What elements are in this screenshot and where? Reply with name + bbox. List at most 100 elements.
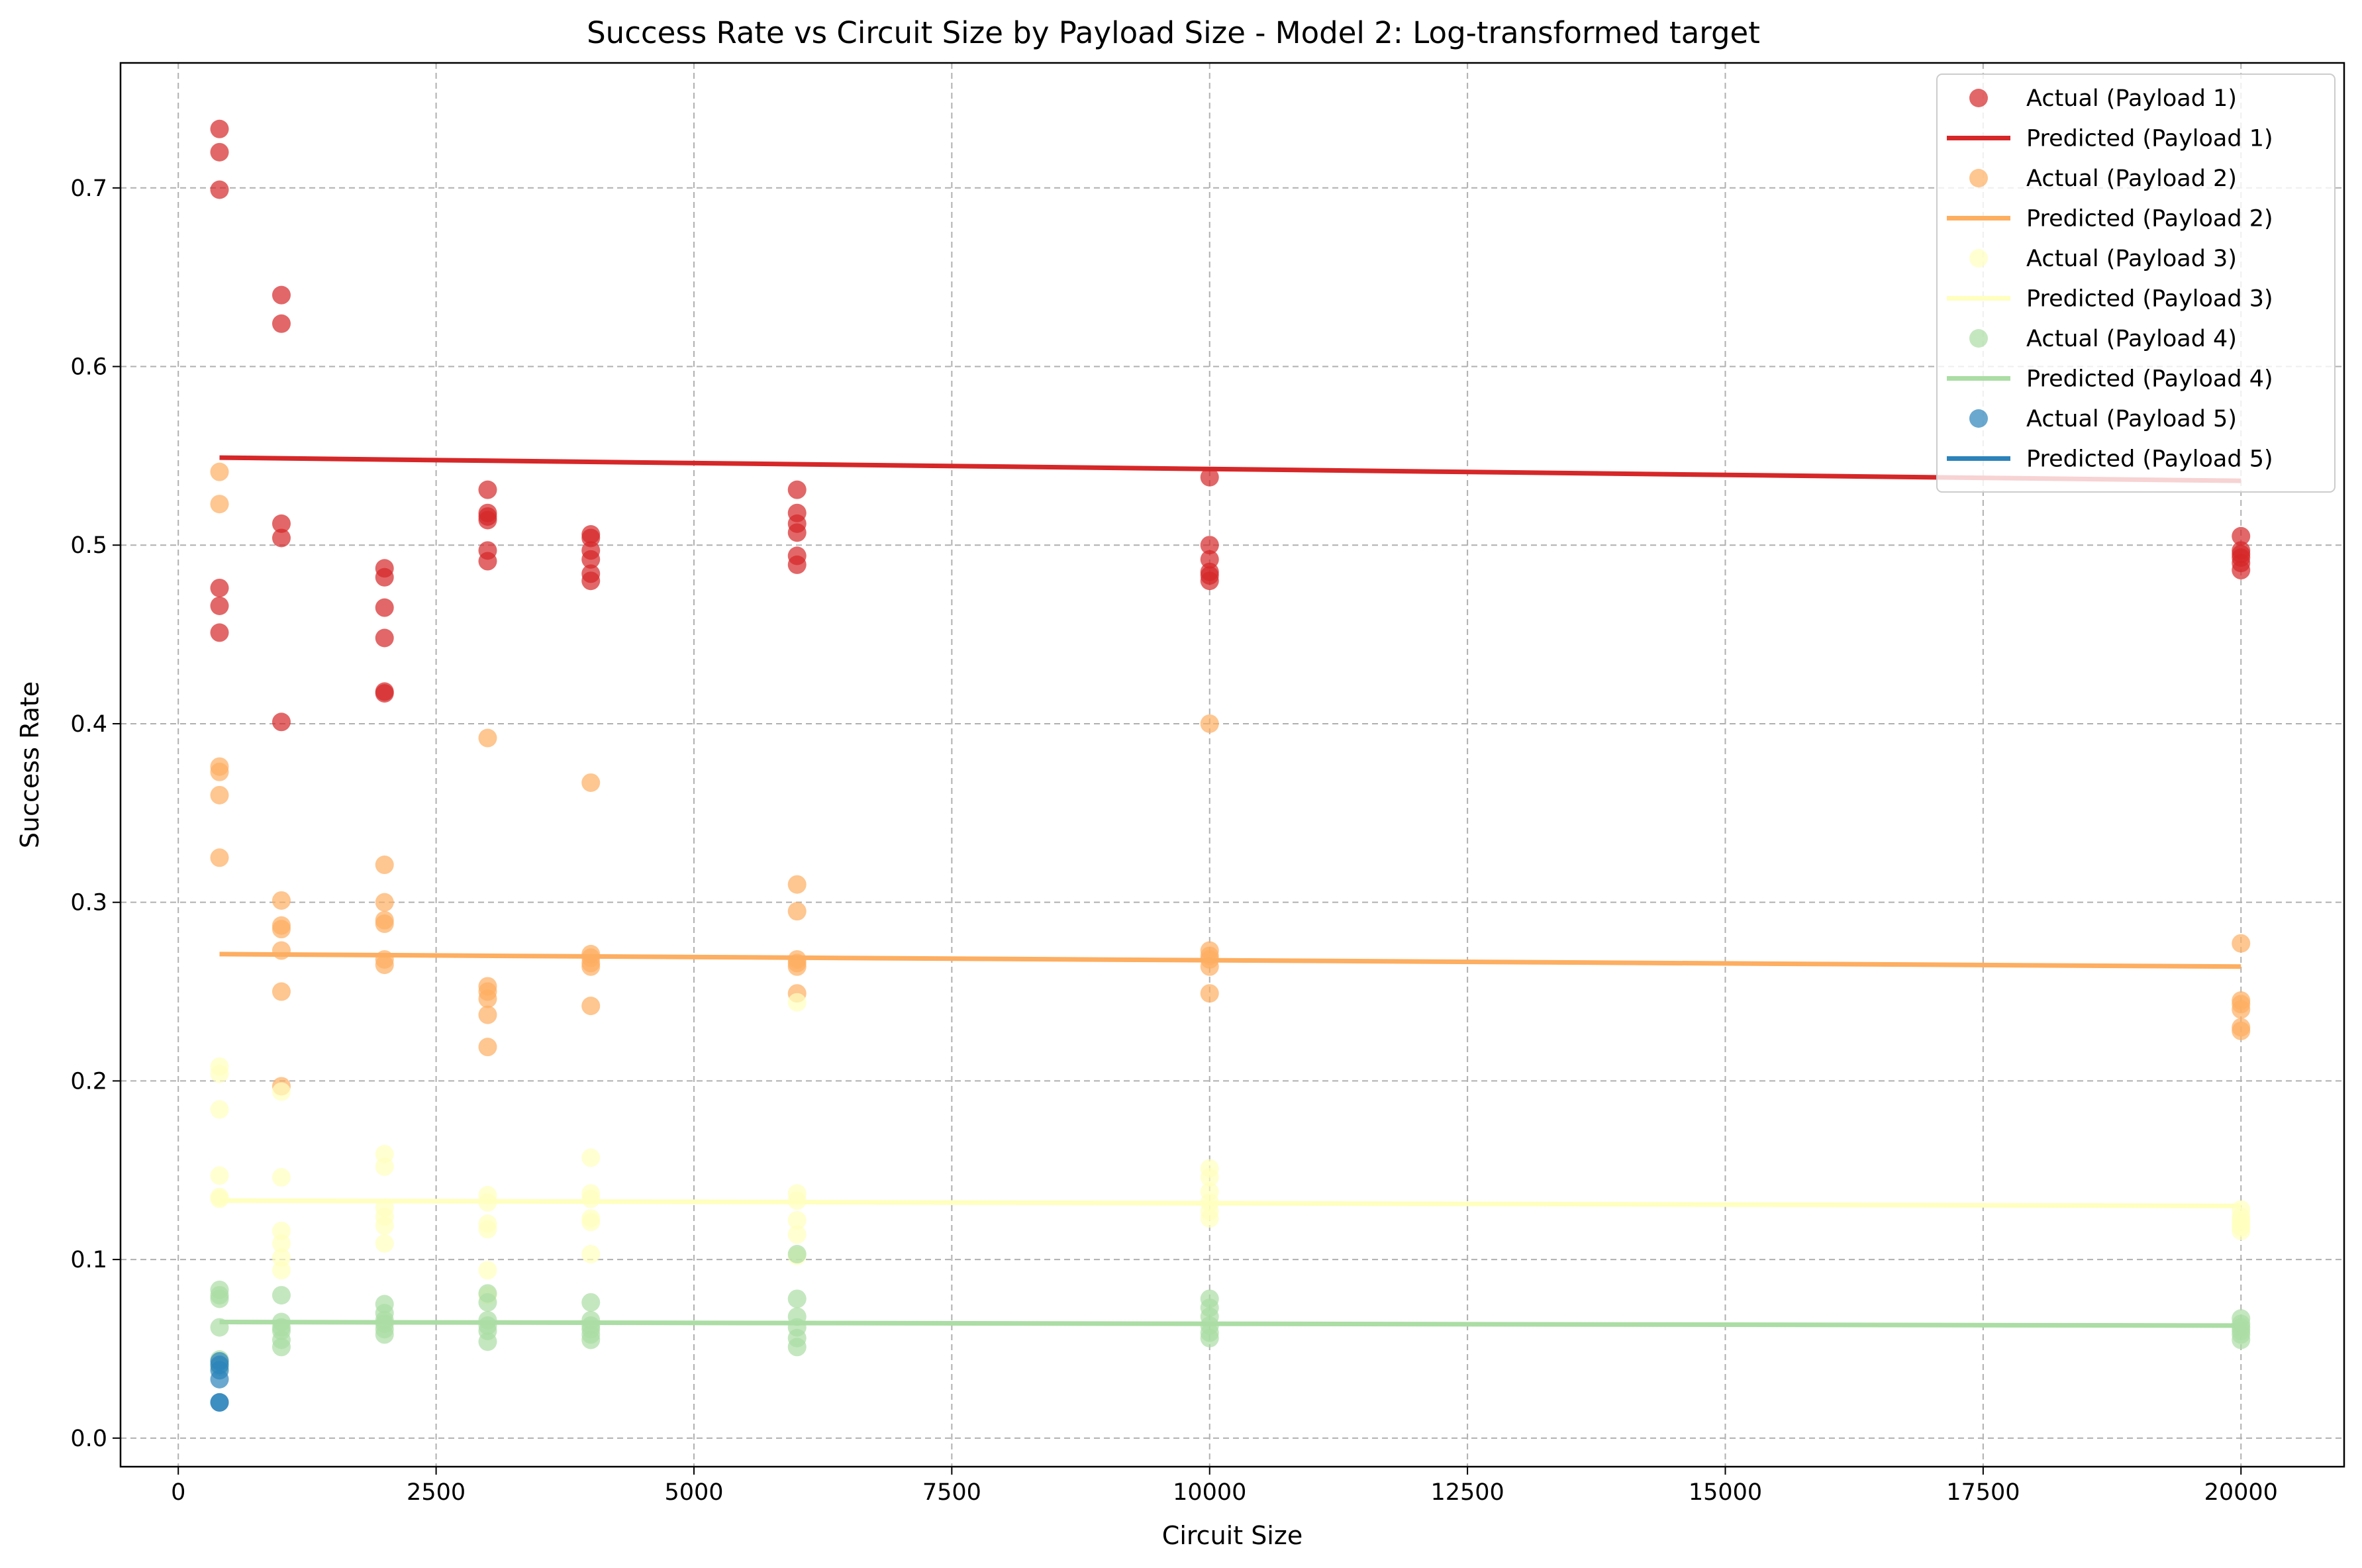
actual-point [375, 1216, 394, 1235]
actual-point [375, 1325, 394, 1344]
actual-point [2232, 561, 2251, 580]
actual-point [581, 957, 601, 976]
x-tick-label: 12500 [1430, 1479, 1504, 1506]
series-3 [210, 993, 2251, 1305]
legend-label: Predicted (Payload 4) [2026, 366, 2273, 393]
y-axis-label: Success Rate [15, 681, 44, 848]
actual-point [2232, 526, 2251, 546]
predicted-line [219, 952, 2241, 969]
actual-point [271, 528, 291, 548]
actual-point [271, 1338, 291, 1357]
legend-label: Actual (Payload 5) [2026, 406, 2237, 432]
x-tick-label: 7500 [922, 1479, 981, 1506]
y-tick-label: 0.1 [70, 1247, 107, 1273]
actual-point [478, 480, 497, 499]
actual-point [478, 989, 497, 1008]
y-tick-label: 0.6 [70, 354, 107, 381]
actual-point [271, 314, 291, 333]
actual-point [581, 1212, 601, 1232]
actual-point [210, 848, 229, 867]
actual-point [581, 1293, 601, 1312]
actual-point [210, 1100, 229, 1119]
actual-point [1200, 1209, 1219, 1228]
actual-point [210, 1393, 229, 1412]
x-tick-label: 20000 [2204, 1479, 2278, 1506]
actual-point [210, 495, 229, 514]
chart-title: Success Rate vs Circuit Size by Payload … [587, 15, 1760, 50]
legend-box [1936, 74, 2336, 493]
legend-marker [1969, 329, 1988, 348]
x-tick-label: 10000 [1173, 1479, 1246, 1506]
actual-point [271, 920, 291, 939]
legend-marker [1969, 89, 1988, 107]
actual-point [787, 1210, 807, 1230]
y-tick-label: 0.0 [70, 1426, 107, 1452]
actual-point [210, 785, 229, 805]
actual-point [375, 914, 394, 934]
actual-point [375, 684, 394, 703]
actual-point [375, 567, 394, 587]
actual-point [581, 1189, 601, 1208]
actual-point [375, 598, 394, 617]
actual-point [271, 891, 291, 910]
actual-point [478, 1005, 497, 1024]
actual-point [271, 941, 291, 960]
series-5 [210, 1351, 229, 1412]
actual-point [2232, 934, 2251, 953]
actual-point [787, 523, 807, 542]
actual-point [1200, 571, 1219, 591]
actual-point [210, 1369, 229, 1389]
data-layer [210, 119, 2251, 1412]
actual-point [581, 1330, 601, 1349]
actual-point [210, 119, 229, 138]
actual-point [1200, 467, 1219, 487]
actual-point [210, 1166, 229, 1185]
actual-point [581, 997, 601, 1016]
actual-point [210, 762, 229, 781]
actual-point [1200, 1168, 1219, 1187]
series-1 [210, 119, 2251, 732]
actual-point [210, 462, 229, 481]
actual-point [375, 956, 394, 975]
actual-point [271, 1168, 291, 1187]
actual-point [375, 1234, 394, 1253]
actual-point [210, 578, 229, 597]
legend-label: Predicted (Payload 2) [2026, 206, 2273, 232]
actual-point [478, 511, 497, 530]
x-axis-label: Circuit Size [1162, 1521, 1303, 1550]
actual-point [787, 1225, 807, 1244]
actual-point [581, 550, 601, 569]
actual-point [210, 142, 229, 162]
actual-point [271, 285, 291, 305]
actual-point [581, 571, 601, 591]
actual-point [210, 596, 229, 615]
actual-point [787, 555, 807, 574]
actual-point [210, 623, 229, 642]
predicted-line [219, 455, 2241, 483]
actual-point [478, 1261, 497, 1280]
actual-point [581, 1148, 601, 1167]
actual-point [787, 1245, 807, 1264]
actual-point [375, 893, 394, 912]
series-2 [210, 462, 2251, 1096]
y-tick-label: 0.2 [70, 1068, 107, 1095]
x-tick-label: 15000 [1689, 1479, 1762, 1506]
y-tick-label: 0.5 [70, 532, 107, 559]
actual-point [375, 628, 394, 648]
actual-point [478, 728, 497, 748]
actual-point [271, 1234, 291, 1253]
actual-point [1200, 984, 1219, 1003]
plot-frame [119, 62, 2345, 1468]
actual-point [210, 1189, 229, 1208]
actual-point [375, 856, 394, 875]
x-tick-label: 2500 [407, 1479, 466, 1506]
actual-point [271, 1082, 291, 1101]
legend-marker [1969, 169, 1988, 187]
actual-point [375, 1157, 394, 1176]
actual-point [787, 993, 807, 1012]
actual-point [787, 902, 807, 921]
actual-point [787, 1289, 807, 1308]
actual-point [1200, 536, 1219, 555]
actual-point [210, 1064, 229, 1083]
actual-point [2232, 1021, 2251, 1040]
